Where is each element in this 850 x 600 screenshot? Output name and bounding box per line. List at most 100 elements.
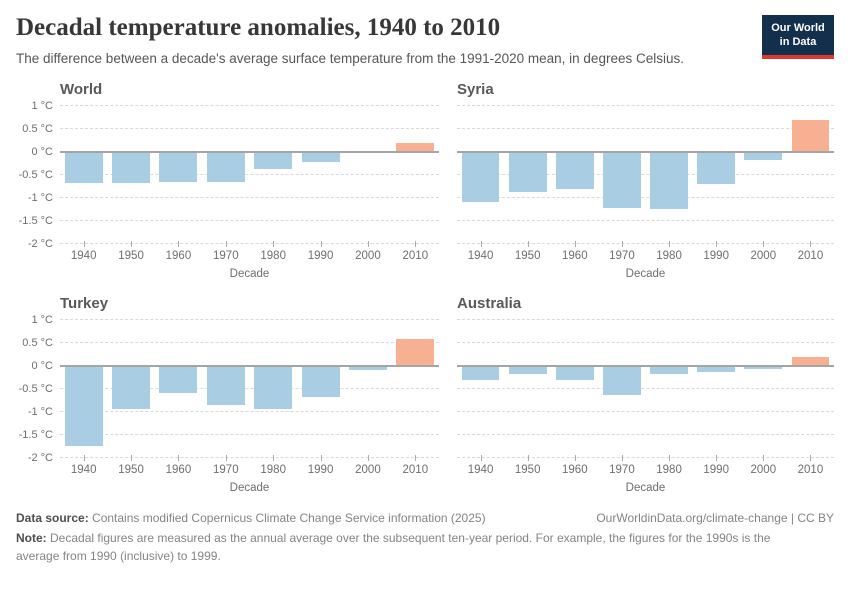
bar-syria-1990[interactable] bbox=[697, 151, 736, 185]
x-tick bbox=[273, 454, 275, 461]
bar-australia-1980[interactable] bbox=[650, 365, 688, 375]
bar-world-1980[interactable] bbox=[254, 151, 293, 169]
x-axis-turkey: 1940 1950 1960 1970 1980 1990 2000 2010 bbox=[60, 464, 439, 476]
bar-syria-2000[interactable] bbox=[744, 151, 783, 160]
gridline bbox=[457, 127, 834, 129]
x-tick-label: 1980 bbox=[260, 463, 286, 476]
x-tick bbox=[763, 240, 765, 247]
chart-title-turkey: Turkey bbox=[60, 294, 109, 312]
bar-turkey-2010[interactable] bbox=[396, 339, 435, 366]
bar-australia-2010[interactable] bbox=[791, 357, 830, 366]
x-tick-label: 1990 bbox=[307, 463, 334, 476]
y-tick-label: -2 °C bbox=[27, 451, 53, 464]
x-tick-label: 2000 bbox=[355, 249, 381, 262]
owid-license-link[interactable]: OurWorldinData.org/climate-change | CC B… bbox=[596, 510, 834, 525]
chart-title-world: World bbox=[60, 80, 103, 98]
bar-australia-2000[interactable] bbox=[744, 365, 783, 370]
bar-turkey-1990[interactable] bbox=[301, 365, 340, 398]
bar-world-1950[interactable] bbox=[112, 151, 150, 184]
gridline bbox=[457, 318, 834, 320]
gridline bbox=[457, 242, 834, 244]
x-tick bbox=[763, 454, 765, 461]
bar-syria-1980[interactable] bbox=[650, 151, 688, 210]
data-source-text: Contains modified Copernicus Climate Cha… bbox=[88, 510, 486, 525]
bar-syria-1940[interactable] bbox=[461, 151, 500, 203]
x-tick bbox=[621, 454, 623, 461]
bar-turkey-1950[interactable] bbox=[112, 365, 150, 409]
plot-area-turkey bbox=[60, 318, 439, 461]
plot-area-world bbox=[60, 104, 439, 247]
x-tick bbox=[480, 240, 482, 247]
x-tick-label: 1950 bbox=[118, 463, 144, 476]
x-tick-label: 1940 bbox=[70, 249, 97, 262]
x-tick-label: 1990 bbox=[307, 249, 334, 262]
bar-australia-1950[interactable] bbox=[508, 365, 547, 375]
gridline bbox=[60, 410, 439, 412]
x-tick bbox=[669, 240, 671, 247]
x-tick bbox=[320, 240, 322, 247]
x-tick bbox=[131, 240, 133, 247]
bar-syria-1950[interactable] bbox=[508, 151, 547, 192]
x-tick bbox=[527, 454, 529, 461]
x-tick-label: 1960 bbox=[165, 249, 192, 262]
bar-world-1940[interactable] bbox=[64, 151, 103, 183]
bar-world-2010[interactable] bbox=[396, 143, 435, 152]
bar-australia-1990[interactable] bbox=[697, 365, 736, 373]
y-tick-label: -1.5 °C bbox=[18, 428, 53, 441]
bar-world-1970[interactable] bbox=[206, 151, 245, 182]
gridline bbox=[457, 104, 834, 106]
x-tick bbox=[574, 240, 576, 247]
x-tick-label: 1970 bbox=[213, 463, 239, 476]
bar-australia-1960[interactable] bbox=[555, 365, 594, 381]
bar-turkey-1980[interactable] bbox=[254, 365, 293, 410]
chart-panel-world: World 1 °C 0.5 °C 0 °C -0.5 °C -1 °C -1.5 °C -… bbox=[16, 81, 439, 280]
bar-world-1990[interactable] bbox=[301, 151, 340, 162]
bar-syria-1960[interactable] bbox=[555, 151, 594, 190]
chart-title-australia: Australia bbox=[457, 294, 522, 312]
zero-axis-line bbox=[457, 364, 834, 367]
bar-world-1960[interactable] bbox=[159, 151, 198, 182]
x-tick bbox=[480, 454, 482, 461]
x-tick bbox=[415, 454, 417, 461]
gridline bbox=[60, 219, 439, 221]
y-axis-world: 1 °C 0.5 °C 0 °C -0.5 °C -1 °C -1.5 °C -2 °C bbox=[16, 100, 60, 250]
bar-turkey-2000[interactable] bbox=[348, 365, 387, 370]
owid-logo-line1: Our World bbox=[771, 22, 825, 34]
x-tick bbox=[810, 240, 812, 247]
x-tick bbox=[415, 240, 417, 247]
y-tick-label: 1 °C bbox=[31, 99, 53, 112]
x-axis-title-turkey: Decade bbox=[229, 481, 270, 494]
bar-australia-1970[interactable] bbox=[603, 365, 641, 395]
page-title: Decadal temperature anomalies, 1940 to 2… bbox=[16, 14, 501, 41]
gridline bbox=[457, 387, 834, 389]
x-tick-label: 1980 bbox=[656, 463, 682, 476]
chart-panel-australia: Australia 1940 1950 1960 1970 1980 1990 2000 20… bbox=[457, 295, 834, 494]
x-tick bbox=[225, 454, 227, 461]
y-tick-label: 0.5 °C bbox=[22, 336, 53, 349]
x-tick bbox=[178, 240, 180, 247]
zero-axis-line bbox=[457, 150, 834, 153]
x-tick-label: 1960 bbox=[562, 463, 588, 476]
gridline bbox=[60, 387, 439, 389]
x-tick-label: 2010 bbox=[797, 463, 824, 476]
bar-turkey-1960[interactable] bbox=[159, 365, 198, 394]
x-tick bbox=[225, 240, 227, 247]
owid-logo-line2: in Data bbox=[779, 36, 817, 49]
x-tick-label: 1960 bbox=[562, 249, 588, 262]
chart-page: Decadal temperature anomalies, 1940 to 2… bbox=[16, 14, 834, 565]
gridline bbox=[457, 341, 834, 343]
footer: Data source: Contains modified Copernicu… bbox=[16, 511, 834, 565]
bar-australia-1940[interactable] bbox=[461, 365, 500, 380]
bar-turkey-1970[interactable] bbox=[206, 365, 245, 405]
x-tick bbox=[367, 240, 369, 247]
x-tick bbox=[273, 240, 275, 247]
chart-panel-syria: Syria 1940 1950 1960 1970 1980 1990 2000 2010 D… bbox=[457, 81, 834, 280]
y-axis-turkey: 1 °C 0.5 °C 0 °C -0.5 °C -1 °C -1.5 °C -2 °C bbox=[16, 314, 60, 464]
bar-turkey-1940[interactable] bbox=[64, 365, 103, 447]
x-tick bbox=[810, 454, 812, 461]
gridline bbox=[60, 341, 439, 343]
bar-syria-2010[interactable] bbox=[791, 120, 830, 152]
x-tick-label: 1980 bbox=[656, 249, 682, 262]
x-tick-label: 1940 bbox=[467, 249, 494, 262]
bar-syria-1970[interactable] bbox=[603, 151, 641, 208]
